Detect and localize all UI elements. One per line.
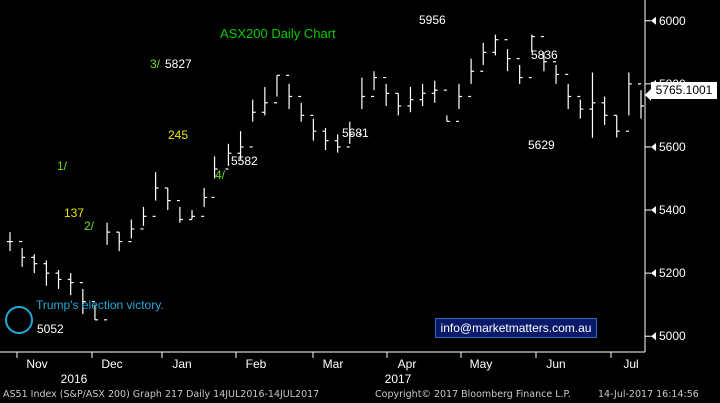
annotation-label: Trump's election victory. bbox=[36, 298, 164, 312]
chart-title: ASX200 Daily Chart bbox=[220, 26, 336, 41]
last-price-marker bbox=[645, 88, 651, 101]
y-tick-marker bbox=[651, 142, 656, 151]
annotation-label: 5836 bbox=[531, 48, 558, 62]
annotation-label: 1/ bbox=[57, 159, 68, 173]
x-month-label: Dec bbox=[101, 357, 122, 371]
footer-timestamp: 14-Jul-2017 16:14:56 bbox=[598, 389, 699, 400]
x-month-label: Jul bbox=[623, 357, 638, 371]
x-year-label: 2016 bbox=[61, 372, 88, 386]
annotation-label: 137 bbox=[64, 206, 84, 220]
y-tick-label: 6000 bbox=[659, 14, 686, 28]
annotation-label: 5582 bbox=[231, 154, 258, 168]
y-tick-label: 5200 bbox=[659, 266, 686, 280]
annotation-label: 4/ bbox=[215, 168, 226, 182]
x-month-label: Feb bbox=[246, 357, 267, 371]
footer-security: AS51 Index (S&P/ASX 200) Graph 217 Daily… bbox=[3, 389, 320, 400]
price-bars bbox=[7, 34, 644, 321]
annotation-label: 5629 bbox=[528, 138, 555, 152]
y-axis: 500052005400560058006000 bbox=[644, 0, 686, 352]
y-tick-marker bbox=[651, 332, 656, 341]
x-month-label: Apr bbox=[398, 357, 417, 371]
x-month-label: Jan bbox=[172, 357, 191, 371]
y-tick-marker bbox=[651, 16, 656, 25]
y-tick-marker bbox=[651, 206, 656, 215]
x-year-label: 2017 bbox=[385, 372, 412, 386]
election-circle bbox=[5, 306, 33, 334]
annotation-label: 5827 bbox=[165, 57, 192, 71]
email-label: info@marketmatters.com.au bbox=[435, 318, 597, 338]
y-tick-label: 5400 bbox=[659, 203, 686, 217]
y-tick-label: 5000 bbox=[659, 329, 686, 343]
annotation-label: 5681 bbox=[342, 126, 369, 140]
x-month-label: Mar bbox=[323, 357, 344, 371]
x-axis: Nov Dec Jan Feb Mar Apr May Jun Jul 2016 2017 bbox=[0, 351, 645, 386]
footer-copyright: Copyright© 2017 Bloomberg Finance L.P. bbox=[375, 389, 571, 400]
x-month-label: May bbox=[470, 357, 493, 371]
annotation-label: 5956 bbox=[419, 13, 446, 27]
annotation-label: 3/ bbox=[150, 57, 161, 71]
annotation-label: 2/ bbox=[84, 219, 95, 233]
annotation-label: 5052 bbox=[37, 322, 64, 336]
footer-bar: AS51 Index (S&P/ASX 200) Graph 217 Daily… bbox=[0, 386, 720, 403]
annotation-label: 245 bbox=[168, 128, 188, 142]
x-month-label: Jun bbox=[546, 357, 565, 371]
x-month-label: Nov bbox=[26, 357, 47, 371]
y-tick-label: 5600 bbox=[659, 140, 686, 154]
last-price-label: 5765.1001 bbox=[651, 82, 717, 99]
y-tick-marker bbox=[651, 269, 656, 278]
